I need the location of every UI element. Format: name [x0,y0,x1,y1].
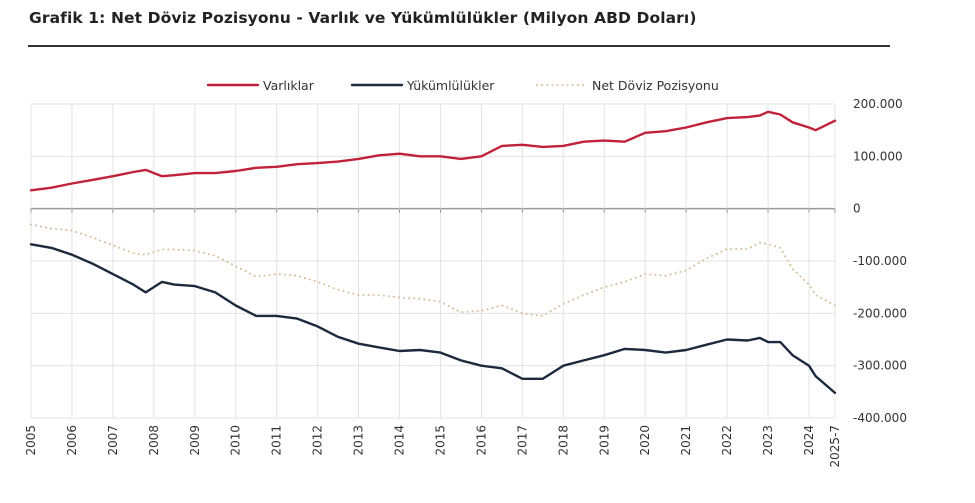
x-tick-label: 2021 [679,425,693,456]
y-tick-label: -400.000 [853,411,907,425]
series-line-liabilities [29,243,837,395]
x-tick-label: 2023 [761,425,775,456]
x-tick-label: 2024 [802,425,816,456]
x-tick-label: 2015 [433,425,447,456]
legend-label: Net Döviz Pozisyonu [592,78,719,93]
y-tick-label: 200.000 [853,97,903,111]
x-tick-label: 2007 [106,425,120,456]
x-tick-label: 2016 [474,425,488,456]
y-tick-label: -300.000 [853,359,907,373]
x-tick-label: 2012 [311,425,325,456]
chart-title: Grafik 1: Net Döviz Pozisyonu - Varlık v… [29,9,697,27]
x-tick-label: 2019 [597,425,611,456]
x-tick-label: 2011 [270,425,284,456]
x-tick-label: 2017 [515,425,529,456]
x-tick-label: 2008 [147,425,161,456]
x-tick-label: 2025-7 [828,425,842,468]
y-tick-label: -200.000 [853,306,907,320]
x-tick-label: 2018 [556,425,570,456]
y-tick-label: 100.000 [853,149,903,163]
title-divider [28,45,890,47]
x-tick-label: 2020 [638,425,652,456]
legend-label: Yükümlülükler [406,78,495,93]
x-tick-label: 2022 [720,425,734,456]
series-line-assets [29,110,837,192]
x-tick-label: 2009 [188,425,202,456]
x-tick-label: 2005 [24,425,38,456]
x-tick-label: 2010 [229,425,243,456]
legend-label: Varlıklar [263,78,315,93]
x-tick-label: 2013 [352,425,366,456]
y-tick-label: 0 [853,202,861,216]
x-tick-label: 2006 [65,425,79,456]
x-tick-label: 2014 [393,425,407,456]
series-line-net-position [30,223,836,317]
legend: Varlıklar Yükümlülükler Net Döviz Pozisyon… [206,78,719,93]
y-tick-label: -100.000 [853,254,907,268]
